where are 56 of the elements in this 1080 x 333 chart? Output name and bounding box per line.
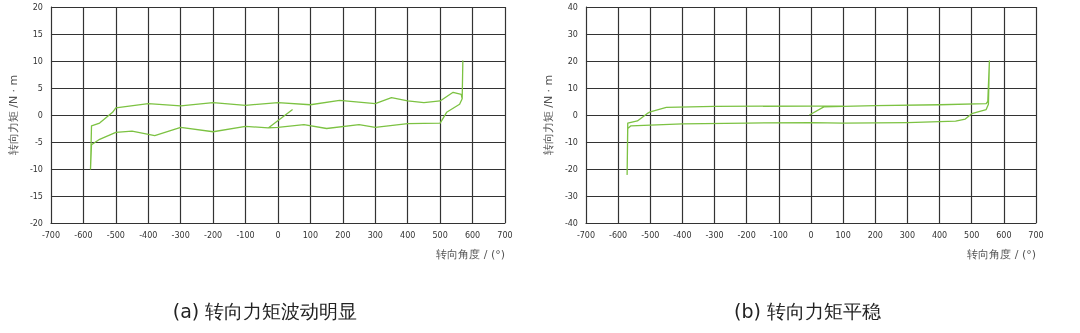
text: (b) 转向力矩平稳 [734, 299, 881, 322]
x-axis-title: 转向角度 / (°) [436, 248, 505, 261]
y-tick-label: 40 [567, 2, 578, 12]
y-tick-label: -20 [29, 218, 43, 228]
x-tick-label: 500 [432, 230, 448, 240]
x-tick-label: 200 [867, 230, 883, 240]
x-tick-label: -400 [139, 230, 158, 240]
y-tick-label: 10 [32, 56, 43, 66]
y-tick-label: -10 [564, 137, 578, 147]
y-tick-label: -5 [34, 137, 43, 147]
x-tick-label: 200 [335, 230, 351, 240]
x-tick-label: -100 [769, 230, 788, 240]
x-tick-label: 100 [302, 230, 319, 240]
x-tick-label: 0 [808, 230, 814, 240]
x-tick-label: -700 [576, 230, 596, 240]
x-tick-label: 300 [899, 230, 916, 240]
x-tick-label: 500 [964, 230, 980, 240]
x-tick-label: 300 [367, 230, 383, 240]
x-tick-label: -200 [737, 230, 756, 240]
x-axis-title: 转向角度 / (°) [967, 248, 1036, 261]
x-tick-label: -700 [41, 230, 61, 240]
y-tick-label: -15 [29, 191, 43, 201]
y-tick-label: 10 [567, 83, 578, 93]
x-tick-label: -600 [74, 230, 93, 240]
y-tick-label: 5 [37, 83, 43, 93]
y-tick-label: 15 [32, 29, 43, 39]
x-tick-label: 600 [996, 230, 1012, 240]
x-tick-label: -500 [106, 230, 125, 240]
y-tick-label: -30 [564, 191, 578, 201]
x-tick-label: 700 [497, 230, 513, 240]
x-tick-label: -200 [204, 230, 223, 240]
line-series [89, 60, 464, 170]
y-tick-label: 20 [32, 2, 43, 12]
x-tick-label: -300 [705, 230, 724, 240]
x-tick-label: 400 [931, 230, 948, 240]
x-tick-label: 100 [835, 230, 851, 240]
x-tick-label: -300 [171, 230, 190, 240]
x-tick-label: -400 [673, 230, 692, 240]
text: (a) 转向力矩波动明显 [172, 299, 358, 322]
x-tick-label: 700 [1028, 230, 1044, 240]
x-tick-label: 600 [464, 230, 481, 240]
y-axis-title: 转向力矩 /N · m [542, 74, 555, 156]
y-tick-label: -10 [29, 164, 43, 174]
x-tick-label: -100 [236, 230, 255, 240]
y-tick-label: -20 [564, 164, 578, 174]
x-tick-label: -500 [641, 230, 660, 240]
y-tick-label: 0 [572, 110, 578, 120]
line-series [626, 60, 991, 176]
x-tick-label: 400 [400, 230, 416, 240]
x-tick-label: 0 [275, 230, 281, 240]
y-tick-label: 30 [567, 29, 578, 39]
y-tick-label: 0 [37, 110, 43, 120]
x-tick-label: -600 [609, 230, 628, 240]
y-axis-title: 转向力矩 /N · m [7, 74, 20, 156]
y-tick-label: -40 [564, 218, 578, 228]
y-tick-label: 20 [567, 56, 578, 66]
